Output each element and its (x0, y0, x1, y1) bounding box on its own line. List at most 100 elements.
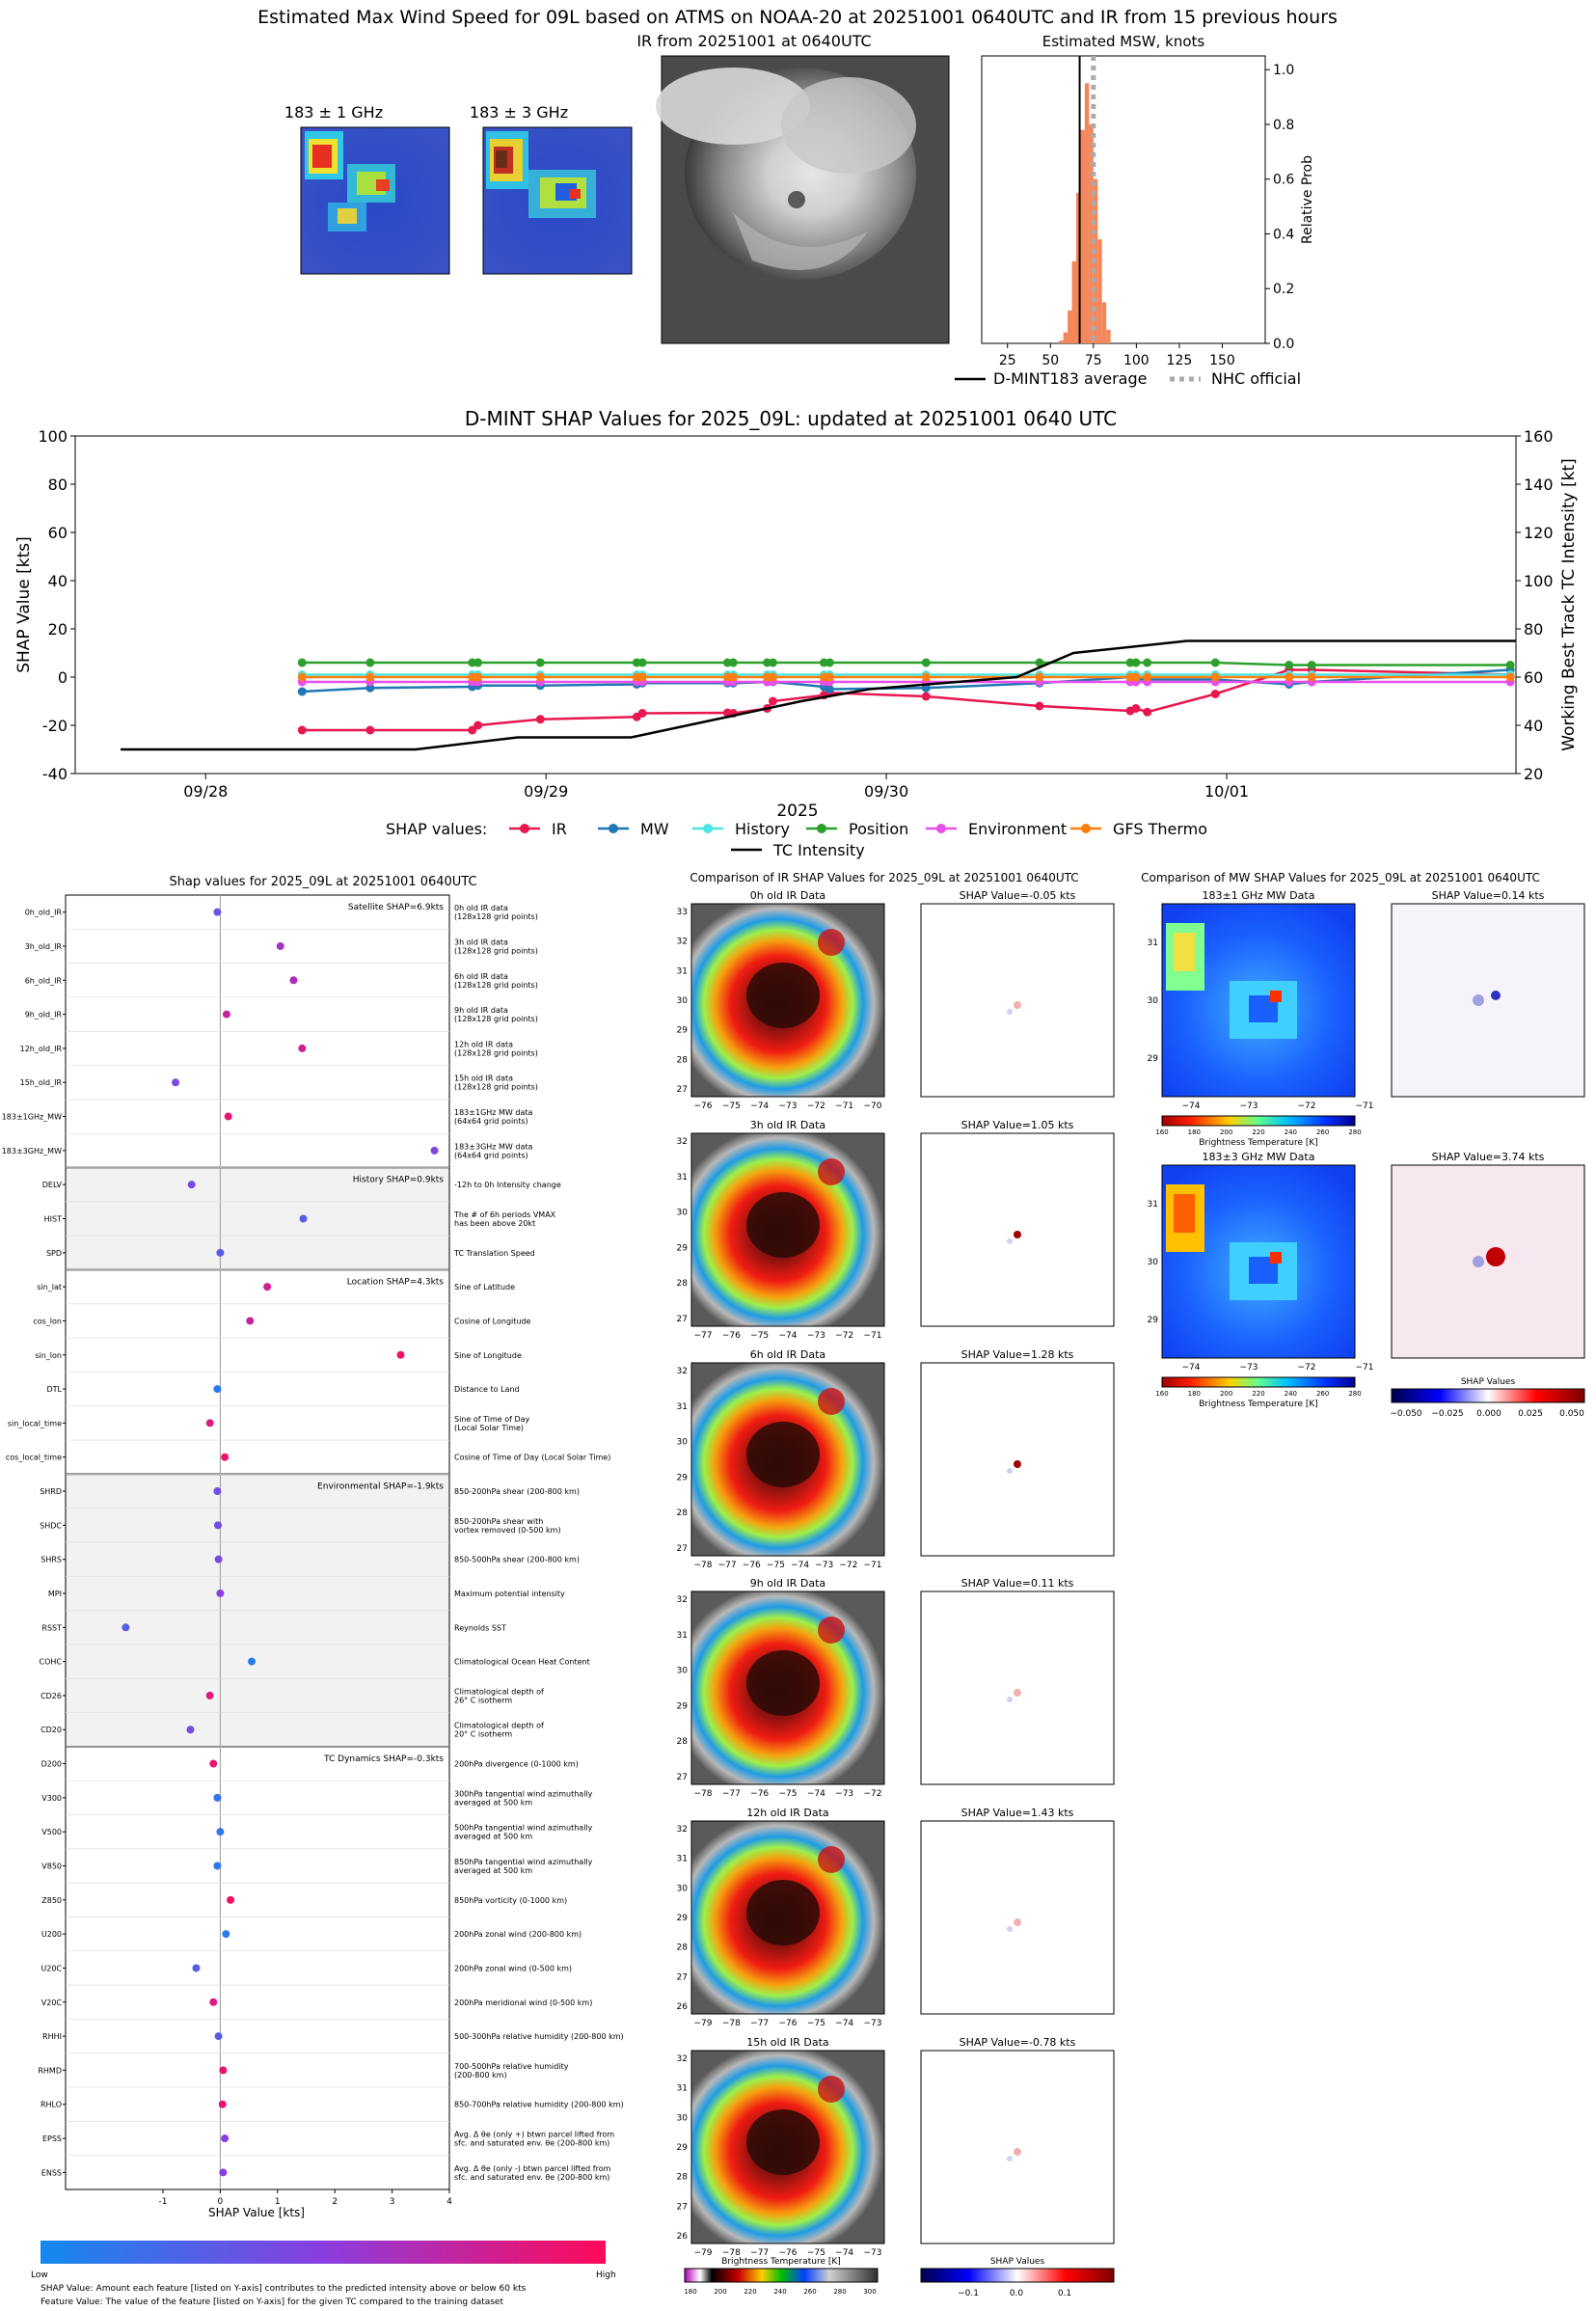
ir-shap-image (920, 1362, 1115, 1557)
ir-shap-title: SHAP Value=1.05 kts (961, 1119, 1074, 1131)
shap-feature-desc: 183±3GHz MW data (454, 1142, 532, 1151)
mw-shap-title: SHAP Value=3.74 kts (1432, 1151, 1545, 1163)
shap-feature-name: sin_lat (37, 1283, 62, 1291)
mw-bt-colorbar-tick: 220 (1252, 1390, 1264, 1398)
ts-y2tick-label: 100 (1524, 572, 1554, 590)
mw-data-image (1161, 1164, 1356, 1359)
mw-xtick-label: −72 (1298, 1101, 1316, 1111)
shap-feature-desc: 183±1GHz MW data (454, 1108, 532, 1117)
ir-ytick-label: 30 (677, 2113, 689, 2123)
ir-xtick-label: −73 (864, 2248, 882, 2258)
hist-xtick-label: 125 (1167, 353, 1193, 368)
ir-data-title: 3h old IR Data (750, 1119, 825, 1131)
ts-point-position (535, 658, 545, 667)
mw-bt-colorbar-label: Brightness Temperature [K] (1199, 1138, 1318, 1148)
ts-ytick-label: 40 (48, 572, 68, 590)
shap-feature-desc: (64x64 grid points) (454, 1117, 528, 1126)
shap-feature-desc: Cosine of Longitude (454, 1317, 531, 1325)
ir-ytick-label: 27 (677, 1773, 688, 1782)
ts-legend-label: Environment (968, 820, 1067, 838)
shap-feature-desc: -12h to 0h Intensity change (454, 1181, 561, 1189)
mw-ytick-label: 29 (1148, 1316, 1159, 1325)
mw-shap-colorbar (1391, 1388, 1585, 1403)
ir-ytick-label: 27 (677, 2202, 688, 2212)
shap-feature-desc: 850hPa vorticity (0-1000 km) (454, 1896, 567, 1905)
ts-point-gfs-thermo (768, 672, 777, 682)
shap-group-label: Satellite SHAP=6.9kts (348, 903, 444, 912)
shap-xtick-label: -1 (158, 2197, 167, 2207)
ir-xtick-label: −76 (743, 1561, 761, 1570)
ts-point-ir (473, 720, 483, 730)
ir-shap-colorbar-tick: 0.1 (1058, 2289, 1071, 2298)
hist-bar (1106, 329, 1111, 343)
shap-point (192, 1964, 201, 1972)
ir-data-image (690, 1591, 885, 1785)
mw-compare-grid: 183±1 GHz MW Data SHAP Value=0.14 kts 31 30… (1148, 889, 1585, 1419)
shap-feature-desc: Avg. Δ θe (only -) btwn parcel lifted fr… (454, 2164, 611, 2173)
shap-feature-name: D200 (41, 1760, 62, 1769)
mw-shap-colorbar-tick: −0.050 (1390, 1409, 1422, 1419)
ts-point-position (921, 658, 931, 667)
ts-point-ir (468, 725, 477, 735)
ts-y2tick-label: 40 (1524, 717, 1543, 735)
shap-point (219, 2168, 228, 2177)
shap-feature-name: COHC (40, 1658, 63, 1667)
ts-series-ir (302, 668, 1511, 732)
mw-ytick-label: 30 (1148, 996, 1159, 1006)
ir-xtick-label: −78 (722, 2248, 741, 2258)
mw-bt-colorbar-tick: 220 (1252, 1128, 1264, 1136)
shap-point (186, 1726, 195, 1734)
ir-ytick-label: 29 (677, 1026, 689, 1036)
ts-y2tick-label: 80 (1524, 620, 1543, 639)
msw-histogram: Estimated MSW, knots 25 50 75 100 125 150 0.0… (981, 33, 1315, 368)
mw-ytick-label: 31 (1148, 1200, 1158, 1210)
ts-point-position (473, 658, 483, 667)
ir-ytick-label: 27 (677, 1315, 688, 1324)
ir-xtick-label: −75 (807, 2019, 825, 2028)
shap-point (214, 1555, 223, 1563)
shap-summary-plot: Satellite SHAP=6.9kts History SHAP=0.9kts… (2, 894, 624, 2207)
shap-feature-desc: Climatological depth of (454, 1687, 544, 1696)
ts-point-position (1285, 661, 1294, 669)
shap-feature-desc: 850-200hPa shear with (454, 1517, 543, 1526)
ir-ytick-label: 30 (677, 996, 689, 1006)
shap-point (263, 1283, 272, 1291)
shap-feature-name: U200 (41, 1930, 62, 1939)
ir-xtick-label: −71 (864, 1561, 882, 1570)
ir-data-title: 9h old IR Data (750, 1577, 825, 1590)
shap-feature-name: SHRS (41, 1556, 62, 1564)
ts-point-ir (297, 725, 307, 735)
ts-legend-marker (936, 824, 946, 833)
shap-group-label: Location SHAP=4.3kts (347, 1277, 445, 1287)
ir-ytick-label: 32 (677, 1137, 688, 1147)
shap-point (218, 2100, 227, 2108)
mw-shap-colorbar-label: SHAP Values (1461, 1377, 1516, 1387)
ts-point-gfs-thermo (1505, 672, 1515, 682)
shap-point (205, 1691, 214, 1699)
ir-data-title: 0h old IR Data (750, 889, 825, 902)
legend-avg-label: D-MINT183 average (993, 369, 1147, 388)
ts-point-ir (1210, 690, 1220, 698)
ts-point-position (825, 658, 834, 667)
hist-xtick-label: 25 (999, 353, 1016, 368)
shap-point (214, 2032, 223, 2041)
ts-legend-prefix: SHAP values: (386, 820, 487, 838)
ts-point-position (1143, 658, 1152, 667)
ir-xtick-label: −76 (694, 1101, 713, 1111)
shap-group-band (66, 1167, 449, 1270)
hist-title: Estimated MSW, knots (1042, 33, 1205, 50)
hist-bar (1068, 310, 1072, 343)
ir-ytick-label: 30 (677, 1209, 689, 1218)
shap-feature-desc: Reynolds SST (454, 1623, 506, 1632)
ts-point-mw (365, 683, 375, 693)
shap-feature-name: U20C (41, 1964, 62, 1972)
ir-xtick-label: −72 (835, 1331, 853, 1341)
ir-data-image (690, 2050, 885, 2244)
shap-feature-name: V500 (41, 1828, 62, 1836)
ts-xtick-label: 09/30 (864, 782, 908, 801)
hist-xtick-label: 50 (1041, 353, 1059, 368)
shap-feature-name: 12h_old_IR (20, 1045, 63, 1053)
shap-feature-desc: 6h old IR data (454, 972, 508, 981)
legend-nhc-label: NHC official (1211, 369, 1301, 388)
ts-point-ir (921, 692, 931, 701)
